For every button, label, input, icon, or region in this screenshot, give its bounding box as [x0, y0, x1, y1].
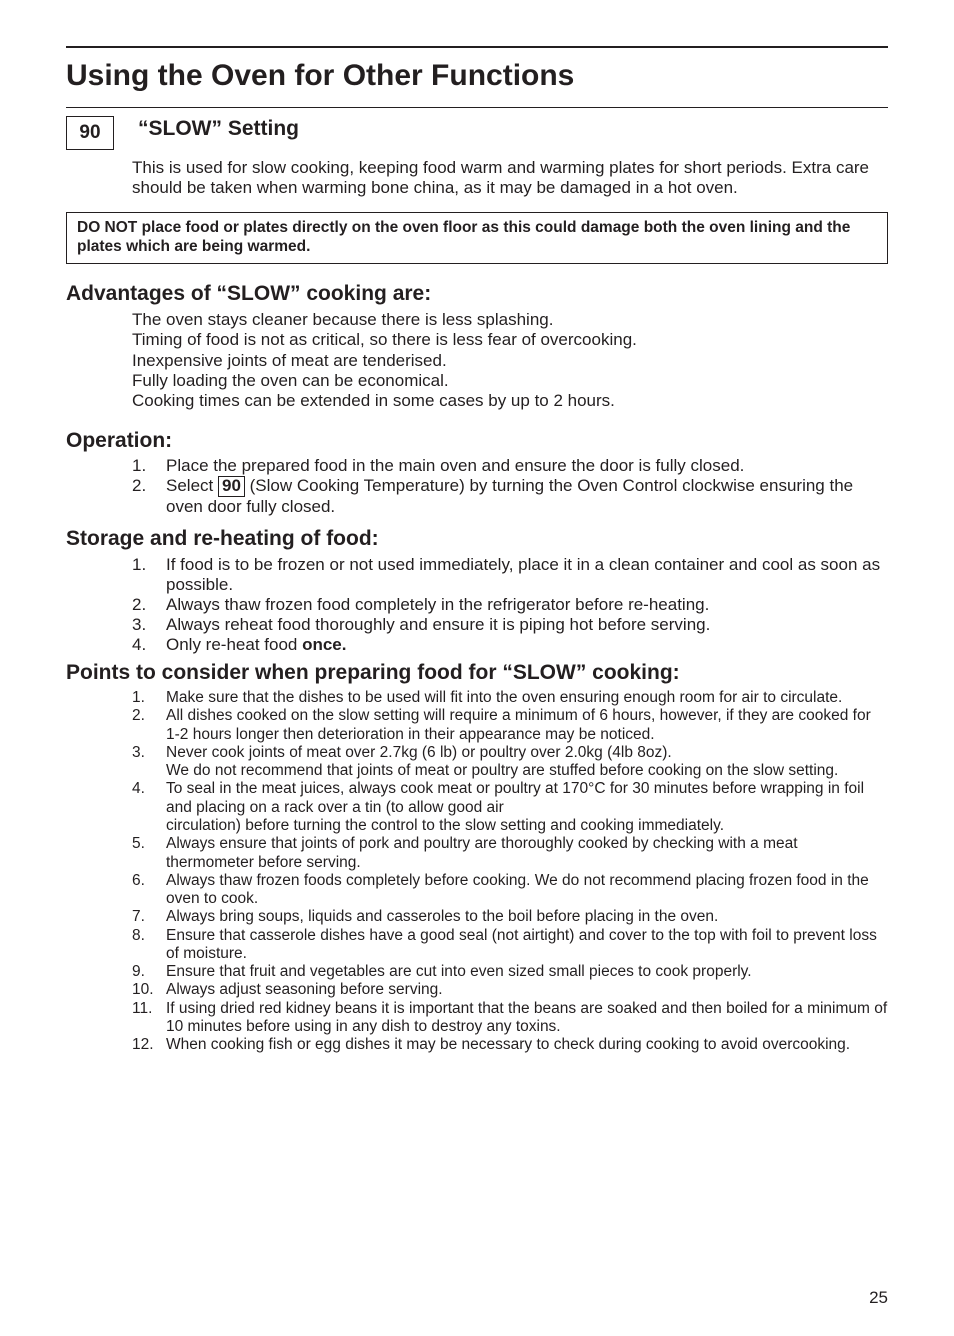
list-number: 2. [132, 595, 166, 615]
storage-text: Always reheat food thoroughly and ensure… [166, 615, 888, 635]
list-number: 11. [132, 1000, 166, 1037]
inline-badge-90: 90 [218, 476, 245, 497]
points-text: Never cook joints of meat over 2.7kg (6 … [166, 744, 888, 781]
op2-suffix: (Slow Cooking Temperature) by turning th… [166, 476, 853, 516]
warning-box: DO NOT place food or plates directly on … [66, 212, 888, 263]
operation-heading: Operation: [66, 429, 888, 454]
list-number: 1. [132, 456, 166, 476]
points-text: Make sure that the dishes to be used wil… [166, 689, 888, 707]
points-item: 4.To seal in the meat juices, always coo… [132, 780, 888, 835]
points-item: 10.Always adjust seasoning before servin… [132, 981, 888, 999]
slow-paragraph: This is used for slow cooking, keeping f… [132, 158, 888, 198]
list-number: 1. [132, 555, 166, 595]
points-text: Always bring soups, liquids and casserol… [166, 908, 888, 926]
points-item: 2.All dishes cooked on the slow setting … [132, 707, 888, 744]
list-number: 4. [132, 780, 166, 835]
storage-item: 4. Only re-heat food once. [132, 635, 888, 655]
list-number: 6. [132, 872, 166, 909]
storage-text: Only re-heat food once. [166, 635, 888, 655]
storage-heading: Storage and re-heating of food: [66, 527, 888, 552]
points-item: 1.Make sure that the dishes to be used w… [132, 689, 888, 707]
points-text: Ensure that fruit and vegetables are cut… [166, 963, 888, 981]
points-item: 8.Ensure that casserole dishes have a go… [132, 927, 888, 964]
badge-label: 90 [79, 122, 100, 144]
advantage-item: Inexpensive joints of meat are tenderise… [132, 351, 888, 371]
points-item: 9.Ensure that fruit and vegetables are c… [132, 963, 888, 981]
storage-text: If food is to be frozen or not used imme… [166, 555, 888, 595]
storage-item: 2. Always thaw frozen food completely in… [132, 595, 888, 615]
list-number: 7. [132, 908, 166, 926]
slow-heading: “SLOW” Setting [138, 117, 888, 142]
list-number: 2. [132, 707, 166, 744]
advantage-item: Cooking times can be extended in some ca… [132, 391, 888, 411]
badge-90: 90 [66, 116, 114, 150]
points-item: 12.When cooking fish or egg dishes it ma… [132, 1036, 888, 1054]
list-number: 9. [132, 963, 166, 981]
points-list: 1.Make sure that the dishes to be used w… [132, 689, 888, 1055]
points-item: 6.Always thaw frozen foods completely be… [132, 872, 888, 909]
section-rule [66, 107, 888, 108]
storage4-prefix: Only re-heat food [166, 635, 302, 654]
advantage-item: Timing of food is not as critical, so th… [132, 330, 888, 350]
points-text: To seal in the meat juices, always cook … [166, 780, 888, 835]
advantages-list: The oven stays cleaner because there is … [132, 310, 888, 410]
op2-prefix: Select [166, 476, 218, 495]
list-number: 5. [132, 835, 166, 872]
list-number: 3. [132, 615, 166, 635]
points-text: When cooking fish or egg dishes it may b… [166, 1036, 888, 1054]
page-number: 25 [869, 1288, 888, 1308]
advantages-heading: Advantages of “SLOW” cooking are: [66, 282, 888, 307]
points-text: Always ensure that joints of pork and po… [166, 835, 888, 872]
page-title: Using the Oven for Other Functions [66, 58, 888, 93]
list-number: 8. [132, 927, 166, 964]
points-item: 11.If using dried red kidney beans it is… [132, 1000, 888, 1037]
points-heading: Points to consider when preparing food f… [66, 661, 888, 686]
points-text: If using dried red kidney beans it is im… [166, 1000, 888, 1037]
operation-text: Select 90 (Slow Cooking Temperature) by … [166, 476, 888, 517]
top-rule [66, 46, 888, 48]
points-item: 3.Never cook joints of meat over 2.7kg (… [132, 744, 888, 781]
advantage-item: Fully loading the oven can be economical… [132, 371, 888, 391]
points-text: Ensure that casserole dishes have a good… [166, 927, 888, 964]
list-number: 3. [132, 744, 166, 781]
operation-item: 2. Select 90 (Slow Cooking Temperature) … [132, 476, 888, 517]
slow-heading-row: 90 “SLOW” Setting [66, 116, 888, 150]
storage-item: 3. Always reheat food thoroughly and ens… [132, 615, 888, 635]
storage-text: Always thaw frozen food completely in th… [166, 595, 888, 615]
list-number: 10. [132, 981, 166, 999]
points-text: Always thaw frozen foods completely befo… [166, 872, 888, 909]
operation-item: 1. Place the prepared food in the main o… [132, 456, 888, 476]
points-item: 7.Always bring soups, liquids and casser… [132, 908, 888, 926]
storage-item: 1. If food is to be frozen or not used i… [132, 555, 888, 595]
list-number: 4. [132, 635, 166, 655]
advantage-item: The oven stays cleaner because there is … [132, 310, 888, 330]
points-text: Always adjust seasoning before serving. [166, 981, 888, 999]
storage4-bold: once. [302, 635, 346, 654]
list-number: 12. [132, 1036, 166, 1054]
list-number: 2. [132, 476, 166, 517]
points-item: 5.Always ensure that joints of pork and … [132, 835, 888, 872]
storage-list: 1. If food is to be frozen or not used i… [132, 555, 888, 655]
points-text: All dishes cooked on the slow setting wi… [166, 707, 888, 744]
list-number: 1. [132, 689, 166, 707]
operation-text: Place the prepared food in the main oven… [166, 456, 888, 476]
operation-list: 1. Place the prepared food in the main o… [132, 456, 888, 517]
